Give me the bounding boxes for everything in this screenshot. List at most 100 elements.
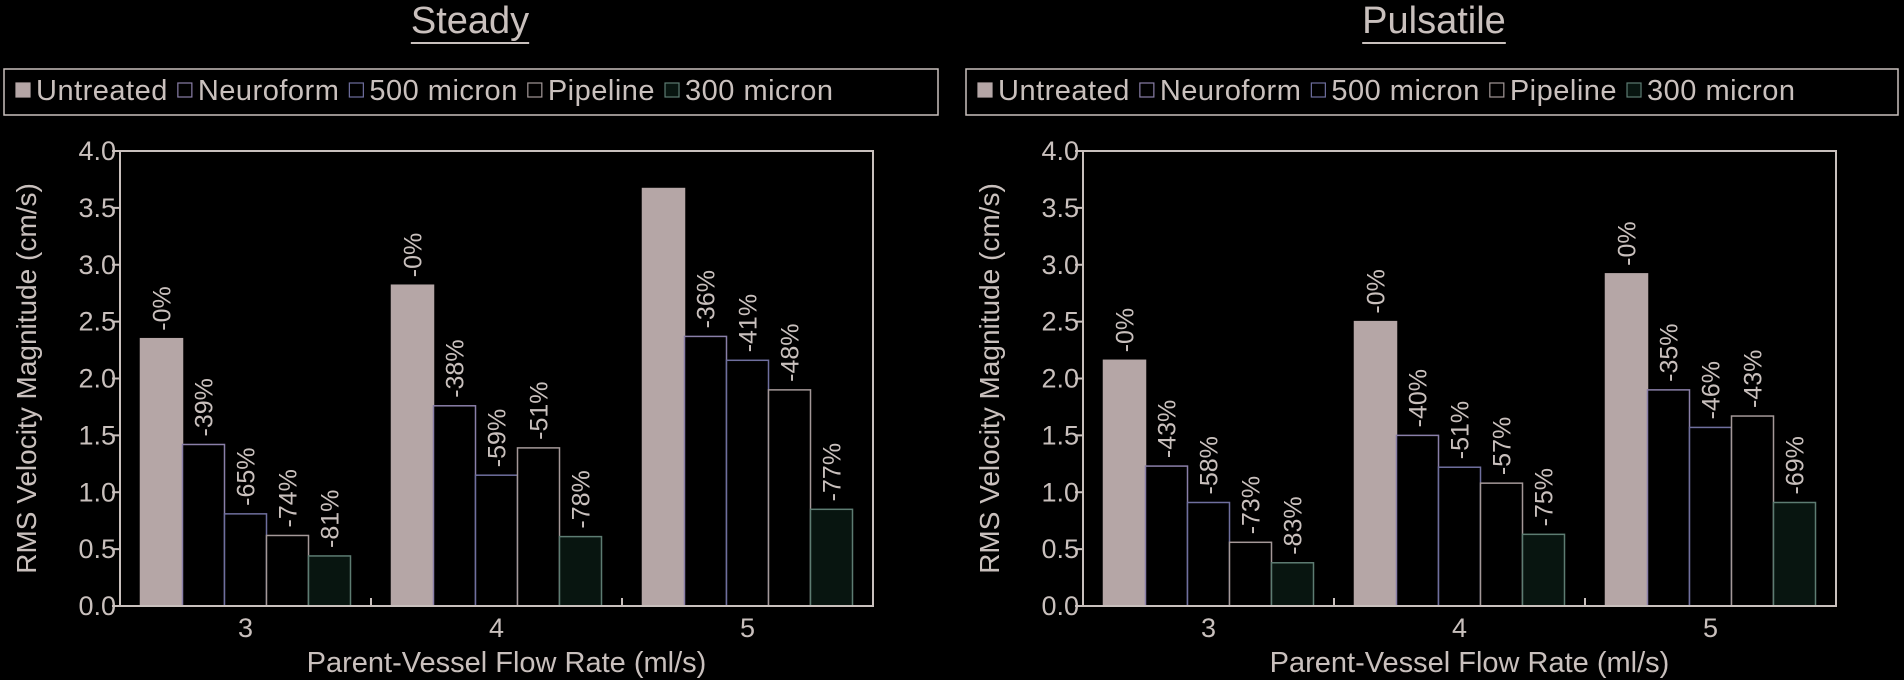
bar [1228,541,1273,607]
x-tick-label: 3 [1201,613,1216,643]
x-tick-label: 5 [740,613,755,643]
legend-label: Pipeline [548,75,655,107]
legend-label: 300 micron [685,75,833,107]
bar [683,335,728,607]
data-label: -0% [1363,269,1391,313]
bar [223,513,268,607]
legend-label: Neuroform [198,75,340,107]
bar [1102,359,1147,607]
legend-box [3,68,939,116]
bar [641,187,686,607]
data-label: -65% [233,447,261,505]
bar [1646,389,1691,607]
y-axis-label: RMS Velocity Magnitude (cm/s) [974,183,1005,574]
data-label: -73% [1238,476,1266,534]
bar [265,534,310,607]
bar [558,535,603,607]
data-label: -48% [777,324,805,382]
y-tick-label: 2.0 [78,364,116,394]
y-tick-label: 1.0 [78,477,116,507]
data-label: -0% [149,286,177,330]
y-axis-label: RMS Velocity Magnitude (cm/s) [11,183,42,574]
bar [1144,465,1189,607]
legend-label: 500 micron [369,75,517,107]
legend-label: Untreated [998,75,1130,107]
legend-swatch [15,82,31,98]
legend-swatch [1626,82,1642,98]
data-label: -59% [484,409,512,467]
data-label: -43% [1154,400,1182,458]
y-tick-label: 2.5 [1041,307,1079,337]
bar [181,443,226,607]
bar [1772,501,1817,607]
x-axis-label: Parent-Vessel Flow Rate (ml/s) [1270,647,1670,679]
legend-label: Neuroform [1160,75,1302,107]
bar [474,474,519,607]
y-tick-label: 2.0 [1041,364,1079,394]
y-tick-label: 0.0 [1041,591,1079,621]
bar [1479,482,1524,607]
data-label: -36% [693,270,721,328]
data-label: -77% [819,443,847,501]
data-label: -78% [568,470,596,528]
y-tick-label: 4.0 [78,136,116,166]
y-tick-label: 3.0 [1041,250,1079,280]
data-label: -83% [1280,496,1308,554]
y-tick-label: 3.5 [78,193,116,223]
y-tick-label: 3.0 [78,250,116,280]
bar [767,389,812,607]
bar [1186,501,1231,607]
data-label: -81% [317,490,345,548]
y-tick-label: 1.5 [1041,420,1079,450]
bar [1604,273,1649,607]
bar [1353,320,1398,607]
bar [139,337,184,607]
data-label: -43% [1740,350,1768,408]
data-label: -69% [1782,436,1810,494]
x-tick-label: 5 [1703,613,1718,643]
y-tick-label: 3.5 [1041,193,1079,223]
bar [1688,426,1733,607]
legend-swatch [177,82,193,98]
legend-label: Untreated [36,75,168,107]
legend-swatch [1489,82,1505,98]
y-tick-label: 4.0 [1041,136,1079,166]
bar [809,508,854,607]
y-tick-label: 1.5 [78,420,116,450]
bar [307,555,352,607]
chart-title: Steady [411,0,529,42]
chart-panel-pulsatile: Pulsatile Untreated Neuroform 500 micron Pip… [965,0,1899,679]
y-tick-label: 0.5 [1041,534,1079,564]
data-label: -58% [1196,436,1224,494]
legend-swatch [664,82,680,98]
bar [725,359,770,607]
bar [1437,466,1482,607]
legend-label: 500 micron [1331,75,1479,107]
data-label: -41% [735,294,763,352]
data-label: -0% [400,233,428,277]
x-tick-label: 4 [489,613,504,643]
legend-swatch [977,82,993,98]
data-label: -51% [526,382,554,440]
legend-swatch [1139,82,1155,98]
bar [432,405,477,607]
legend-label: Pipeline [1510,75,1617,107]
y-tick-label: 2.5 [78,307,116,337]
data-label: -39% [191,378,219,436]
legend-box [965,68,1899,116]
x-tick-label: 3 [238,613,253,643]
legend-swatch [1310,82,1326,98]
data-label: -40% [1405,369,1433,427]
data-label: -75% [1531,468,1559,526]
data-label: -0% [1614,221,1642,265]
y-tick-label: 0.0 [78,591,116,621]
chart-title: Pulsatile [1362,0,1506,42]
chart-panel-steady: Steady Untreated Neuroform 500 micron Pipeli… [3,0,939,679]
data-label: -0% [1112,308,1140,352]
legend-label: 300 micron [1647,75,1795,107]
data-label: -46% [1698,361,1726,419]
x-axis-label: Parent-Vessel Flow Rate (ml/s) [307,647,707,679]
bar [390,284,435,607]
data-label: -38% [442,339,470,397]
